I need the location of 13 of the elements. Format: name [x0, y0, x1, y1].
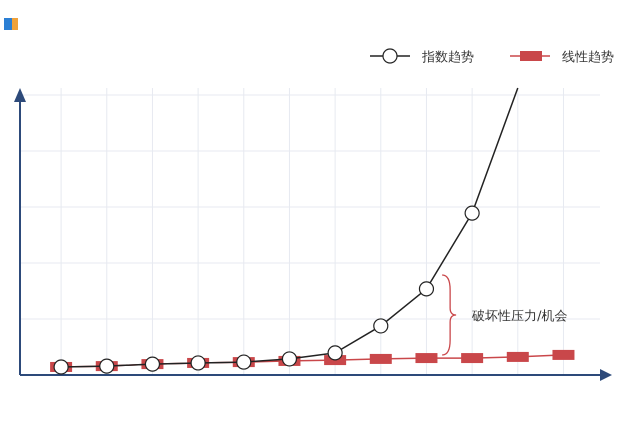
- point: [236, 354, 252, 370]
- point: [282, 351, 298, 367]
- point: [418, 281, 434, 296]
- annotation: 破坏性压力/机会: [471, 309, 568, 324]
- point: [190, 355, 206, 371]
- legend-label: 指数趋势: [421, 50, 474, 65]
- point: [373, 318, 388, 334]
- legend-label: 线性趋势: [562, 50, 614, 65]
- point: [54, 359, 69, 375]
- point: [99, 358, 114, 374]
- point: [328, 345, 343, 360]
- point: [144, 356, 160, 372]
- point: [464, 206, 480, 221]
